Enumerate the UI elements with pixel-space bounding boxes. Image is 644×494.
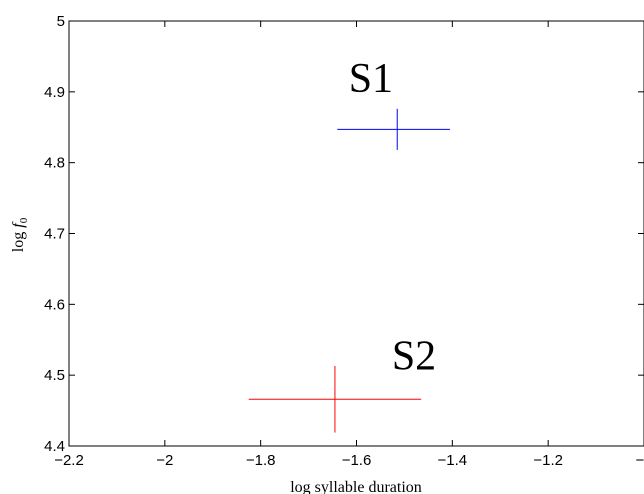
y-axis-label: log f0 [10, 217, 30, 252]
x-tick-label: −1.2 [533, 452, 563, 469]
data-marks [248, 108, 450, 433]
x-tick-label: −2.2 [54, 452, 84, 469]
y-tick-label: 4.9 [44, 84, 65, 101]
x-tick-label: −1.4 [438, 452, 468, 469]
plot-area [68, 20, 644, 447]
x-tick-label: −2 [156, 452, 173, 469]
y-tick-label: 4.7 [44, 226, 65, 243]
x-axis: −2.2 −2 −1.8 −1.6 −1.4 −1.2 −1 [54, 21, 644, 469]
y-axis: 4.4 4.5 4.6 4.7 4.8 4.9 5 [44, 13, 644, 455]
x-axis-label: log syllable duration [290, 479, 422, 494]
y-tick-label: 4.6 [44, 296, 65, 313]
label-s1: S1 [349, 56, 393, 102]
y-tick-label: 5 [57, 13, 65, 30]
y-tick-label: 4.8 [44, 155, 65, 172]
x-tick-label: −1.8 [246, 452, 276, 469]
label-s2: S2 [392, 334, 436, 380]
y-tick-label: 4.5 [44, 367, 65, 384]
y-tick-label: 4.4 [44, 438, 65, 455]
x-tick-label: −1.6 [342, 452, 372, 469]
x-tick-label: −1 [635, 452, 644, 469]
annotations: S1 S2 [349, 56, 436, 380]
